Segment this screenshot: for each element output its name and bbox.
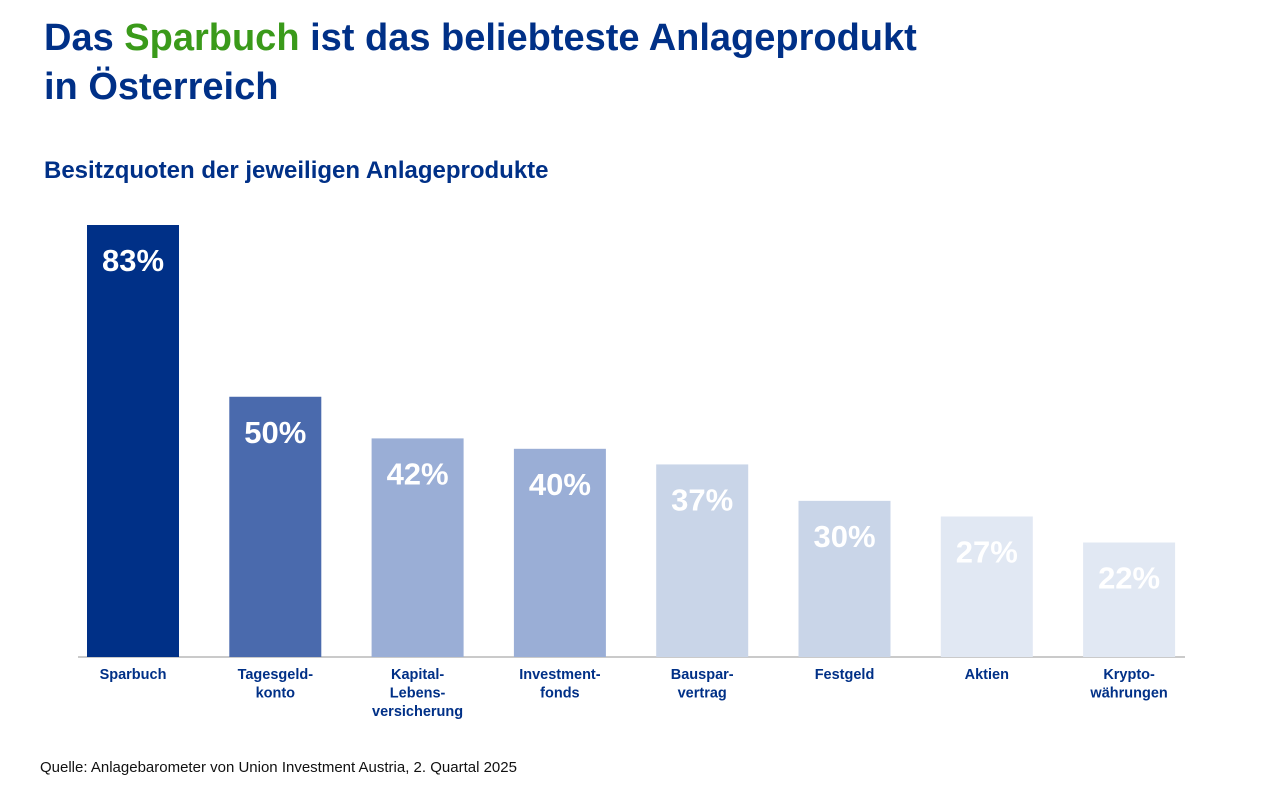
title-part2: ist das beliebteste Anlageprodukt	[299, 17, 917, 59]
bar-7	[940, 516, 1033, 657]
category-label-line: Lebens-	[390, 686, 446, 702]
bar-8	[1083, 542, 1176, 657]
value-label-3: 42%	[387, 456, 449, 491]
category-label-3: Kapital- Lebens-versicherung	[372, 667, 463, 720]
category-label-line: versicherung	[372, 704, 463, 720]
category-label-line: Investment-	[519, 667, 601, 683]
category-label-7: Aktien	[965, 667, 1009, 683]
category-label-line: Tagesgeld-	[238, 667, 314, 683]
bar-4	[513, 448, 606, 657]
value-label-1: 83%	[102, 243, 164, 278]
source-note: Quelle: Anlagebarometer von Union Invest…	[40, 759, 517, 776]
chart-title: Das Sparbuch ist das beliebteste Anlagep…	[44, 14, 917, 112]
category-label-line: Bauspar-	[671, 667, 734, 683]
category-label-line: Aktien	[965, 667, 1009, 683]
title-highlight: Sparbuch	[124, 17, 300, 59]
category-label-line: fonds	[540, 686, 579, 702]
chart-subtitle: Besitzquoten der jeweiligen Anlageproduk…	[44, 157, 549, 184]
category-label-6: Festgeld	[815, 667, 875, 683]
category-label-line: Kapital-	[391, 667, 444, 683]
category-label-line: konto	[256, 686, 296, 702]
category-label-line: Festgeld	[815, 667, 875, 683]
category-label-line: währungen	[1089, 686, 1167, 702]
value-label-6: 30%	[813, 519, 875, 554]
bar-2	[229, 396, 322, 657]
category-label-line: Sparbuch	[100, 667, 167, 683]
category-label-1: Sparbuch	[100, 667, 167, 683]
category-label-4: Investment-fonds	[519, 667, 601, 702]
category-label-line: vertrag	[678, 686, 727, 702]
title-line2: in Österreich	[44, 66, 279, 108]
bar-6	[798, 500, 891, 657]
category-label-line: Krypto-	[1103, 667, 1155, 683]
category-label-5: Bauspar-vertrag	[671, 667, 734, 702]
bar-1	[87, 225, 179, 657]
value-label-7: 27%	[956, 534, 1018, 569]
value-label-4: 40%	[529, 467, 591, 502]
value-label-5: 37%	[671, 482, 733, 517]
category-label-8: Krypto-währungen	[1089, 667, 1167, 702]
bar-5	[656, 464, 749, 657]
category-label-2: Tagesgeld-konto	[238, 667, 314, 702]
bar-3	[371, 438, 464, 657]
value-label-8: 22%	[1098, 560, 1160, 595]
value-label-2: 50%	[244, 415, 306, 450]
title-part1: Das	[44, 17, 125, 59]
